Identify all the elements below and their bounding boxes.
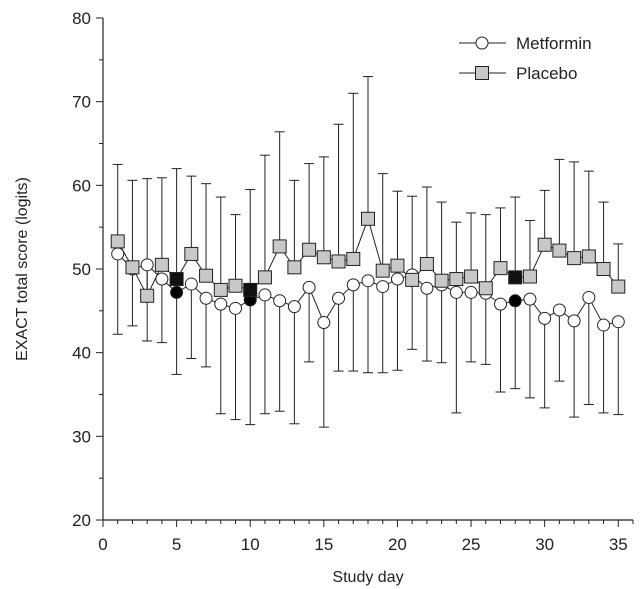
y-axis-label: EXACT total score (logits): [14, 177, 31, 361]
metformin-point: [538, 311, 552, 325]
placebo-point: [243, 282, 258, 297]
metformin-point: [258, 288, 272, 302]
metformin-point: [199, 291, 213, 305]
y-tick-label: 80: [72, 9, 91, 28]
legend-metformin-marker: [475, 36, 489, 50]
placebo-point: [567, 251, 582, 266]
metformin-point: [567, 314, 581, 328]
metformin-point: [332, 291, 346, 305]
metformin-point: [214, 297, 228, 311]
placebo-point: [508, 270, 523, 285]
metformin-point: [582, 290, 596, 304]
placebo-point: [581, 249, 596, 264]
legend: Metformin Placebo: [459, 34, 592, 83]
placebo-point: [552, 243, 567, 258]
legend-placebo-marker: [475, 66, 489, 80]
placebo-point: [140, 288, 155, 303]
metformin-point: [184, 277, 198, 291]
placebo-point: [257, 270, 272, 285]
placebo-point: [169, 272, 184, 287]
placebo-point: [184, 246, 199, 261]
placebo-point: [110, 234, 125, 249]
x-axis-label: Study day: [332, 569, 403, 586]
placebo-point: [272, 239, 287, 254]
y-tick-label: 50: [72, 260, 91, 279]
metformin-point: [287, 300, 301, 314]
metformin-point: [508, 294, 522, 308]
metformin-point: [140, 258, 154, 272]
metformin-point: [464, 285, 478, 299]
metformin-point: [611, 315, 625, 329]
metformin-point: [111, 247, 125, 261]
error-bars: [112, 76, 624, 428]
placebo-point: [611, 279, 626, 294]
metformin-point: [346, 278, 360, 292]
placebo-point: [449, 272, 464, 287]
x-tick-label: 30: [535, 535, 554, 554]
placebo-point: [361, 211, 375, 226]
placebo-point: [405, 272, 420, 287]
metformin-point: [229, 301, 242, 315]
placebo-point: [478, 281, 493, 296]
placebo-point: [125, 260, 140, 275]
metformin-point: [317, 316, 331, 330]
placebo-point: [390, 258, 405, 273]
placebo-point: [375, 263, 390, 278]
metformin-point: [302, 280, 316, 294]
placebo-point: [228, 278, 243, 293]
placebo-point: [346, 251, 361, 266]
placebo-point: [493, 261, 508, 276]
x-tick-label: 0: [98, 535, 107, 554]
metformin-point: [597, 318, 611, 332]
metformin-point: [273, 294, 287, 308]
placebo-point: [537, 237, 552, 252]
placebo-point: [316, 250, 331, 265]
metformin-point: [155, 272, 169, 286]
y-tick-label: 40: [72, 344, 91, 363]
x-tick-label: 25: [462, 535, 481, 554]
metformin-point: [170, 285, 184, 299]
metformin-point: [494, 297, 507, 311]
x-tick-label: 35: [609, 535, 628, 554]
placebo-point: [596, 262, 611, 276]
legend-label: Metformin: [516, 34, 592, 53]
placebo-point: [434, 273, 449, 288]
metformin-point: [449, 285, 463, 299]
placebo-point: [302, 242, 317, 257]
y-tick-label: 60: [72, 176, 91, 195]
x-tick-label: 15: [314, 535, 333, 554]
placebo-point: [154, 257, 169, 272]
series-markers: [110, 211, 626, 332]
legend-label: Placebo: [516, 64, 577, 83]
metformin-point: [552, 303, 566, 317]
placebo-point: [464, 269, 479, 284]
x-tick-label: 20: [388, 535, 407, 554]
metformin-point: [361, 274, 375, 288]
metformin-point: [523, 292, 537, 306]
metformin-point: [376, 280, 390, 294]
placebo-point: [331, 254, 346, 269]
metformin-point: [390, 272, 404, 286]
x-tick-label: 10: [241, 535, 260, 554]
placebo-point: [287, 260, 302, 275]
x-tick-label: 5: [172, 535, 181, 554]
placebo-point: [419, 256, 434, 271]
placebo-point: [213, 282, 228, 297]
placebo-point: [522, 269, 537, 284]
y-tick-label: 70: [72, 93, 91, 112]
metformin-point: [420, 281, 434, 295]
y-tick-label: 30: [72, 427, 91, 446]
axes: 20 30 40 50 60 70 80 0 5 10 15 20 25 30 35: [72, 9, 634, 554]
y-tick-label: 20: [72, 511, 91, 530]
placebo-point: [199, 268, 214, 283]
